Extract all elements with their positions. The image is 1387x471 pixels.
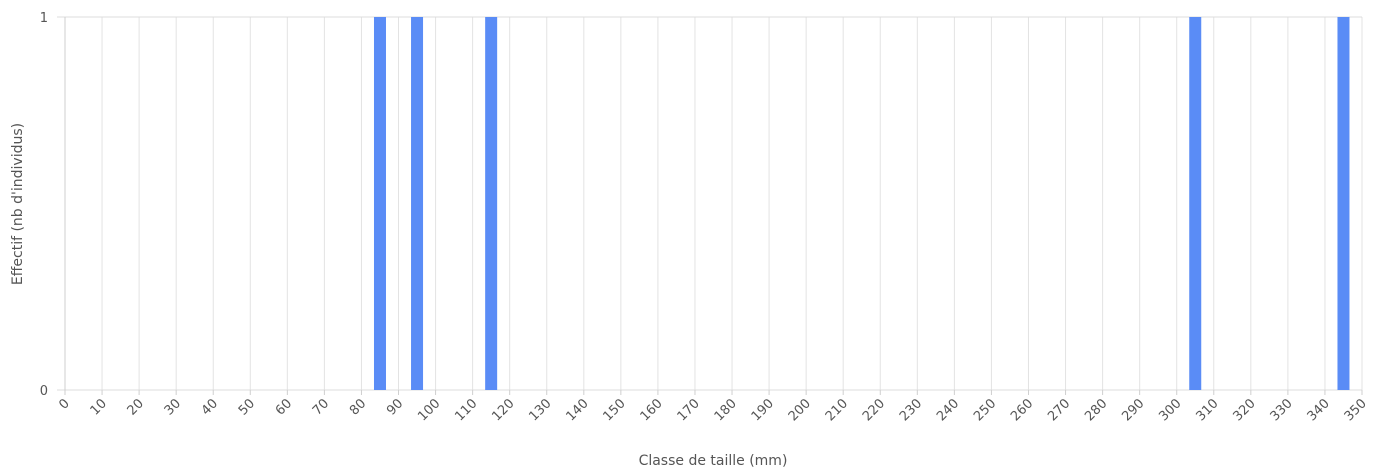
x-tick-label: 330 xyxy=(1268,396,1296,424)
x-tick-label: 180 xyxy=(712,396,740,424)
y-tick-labels: 01 xyxy=(40,11,48,399)
x-tick-label: 70 xyxy=(310,396,332,418)
x-tick-label: 260 xyxy=(1008,396,1036,424)
x-tick-label: 50 xyxy=(236,396,258,418)
x-tick-label: 20 xyxy=(125,396,147,418)
x-tick-label: 280 xyxy=(1082,396,1110,424)
y-axis-title: Effectif (nb d'individus) xyxy=(10,123,26,285)
x-tick-label: 170 xyxy=(675,396,703,424)
bar xyxy=(1189,17,1202,390)
x-tick-label: 130 xyxy=(526,396,554,424)
x-tick-label: 230 xyxy=(897,396,925,424)
bars xyxy=(373,17,1350,390)
x-tick-label: 140 xyxy=(563,396,591,424)
x-tick-label: 160 xyxy=(638,396,666,424)
bar xyxy=(485,17,498,390)
x-tick-label: 250 xyxy=(971,396,999,424)
x-tick-label: 40 xyxy=(199,396,221,418)
bar xyxy=(373,17,386,390)
bar xyxy=(411,17,424,390)
x-tick-label: 290 xyxy=(1119,396,1147,424)
x-tick-label: 300 xyxy=(1156,396,1184,424)
x-tick-label: 90 xyxy=(384,396,406,418)
x-tick-label: 340 xyxy=(1305,396,1333,424)
bar xyxy=(1337,17,1350,390)
x-tick-label: 120 xyxy=(489,396,517,424)
x-tick-label: 220 xyxy=(860,396,888,424)
x-tick-label: 240 xyxy=(934,396,962,424)
x-tick-label: 60 xyxy=(273,396,295,418)
x-tick-label: 30 xyxy=(162,396,184,418)
x-tick-label: 270 xyxy=(1045,396,1073,424)
y-tick-label: 0 xyxy=(40,384,48,399)
x-tick-label: 310 xyxy=(1193,396,1221,424)
grid-lines xyxy=(57,16,1363,395)
x-tick-label: 350 xyxy=(1342,396,1370,424)
x-tick-label: 200 xyxy=(786,396,814,424)
x-tick-label: 100 xyxy=(415,396,443,424)
x-tick-label: 0 xyxy=(56,396,72,412)
x-tick-label: 10 xyxy=(88,396,110,418)
x-tick-label: 80 xyxy=(347,396,369,418)
x-tick-label: 150 xyxy=(601,396,629,424)
x-tick-labels: 0 10 20 30 40 50 60 70 80 90 100 110 120 130 140 150 160… xyxy=(56,396,1369,424)
x-axis-title: Classe de taille (mm) xyxy=(639,453,788,469)
x-tick-label: 210 xyxy=(823,396,851,424)
x-tick-label: 190 xyxy=(749,396,777,424)
y-tick-label: 1 xyxy=(40,11,48,26)
x-tick-label: 320 xyxy=(1230,396,1258,424)
x-tick-label: 110 xyxy=(452,396,480,424)
